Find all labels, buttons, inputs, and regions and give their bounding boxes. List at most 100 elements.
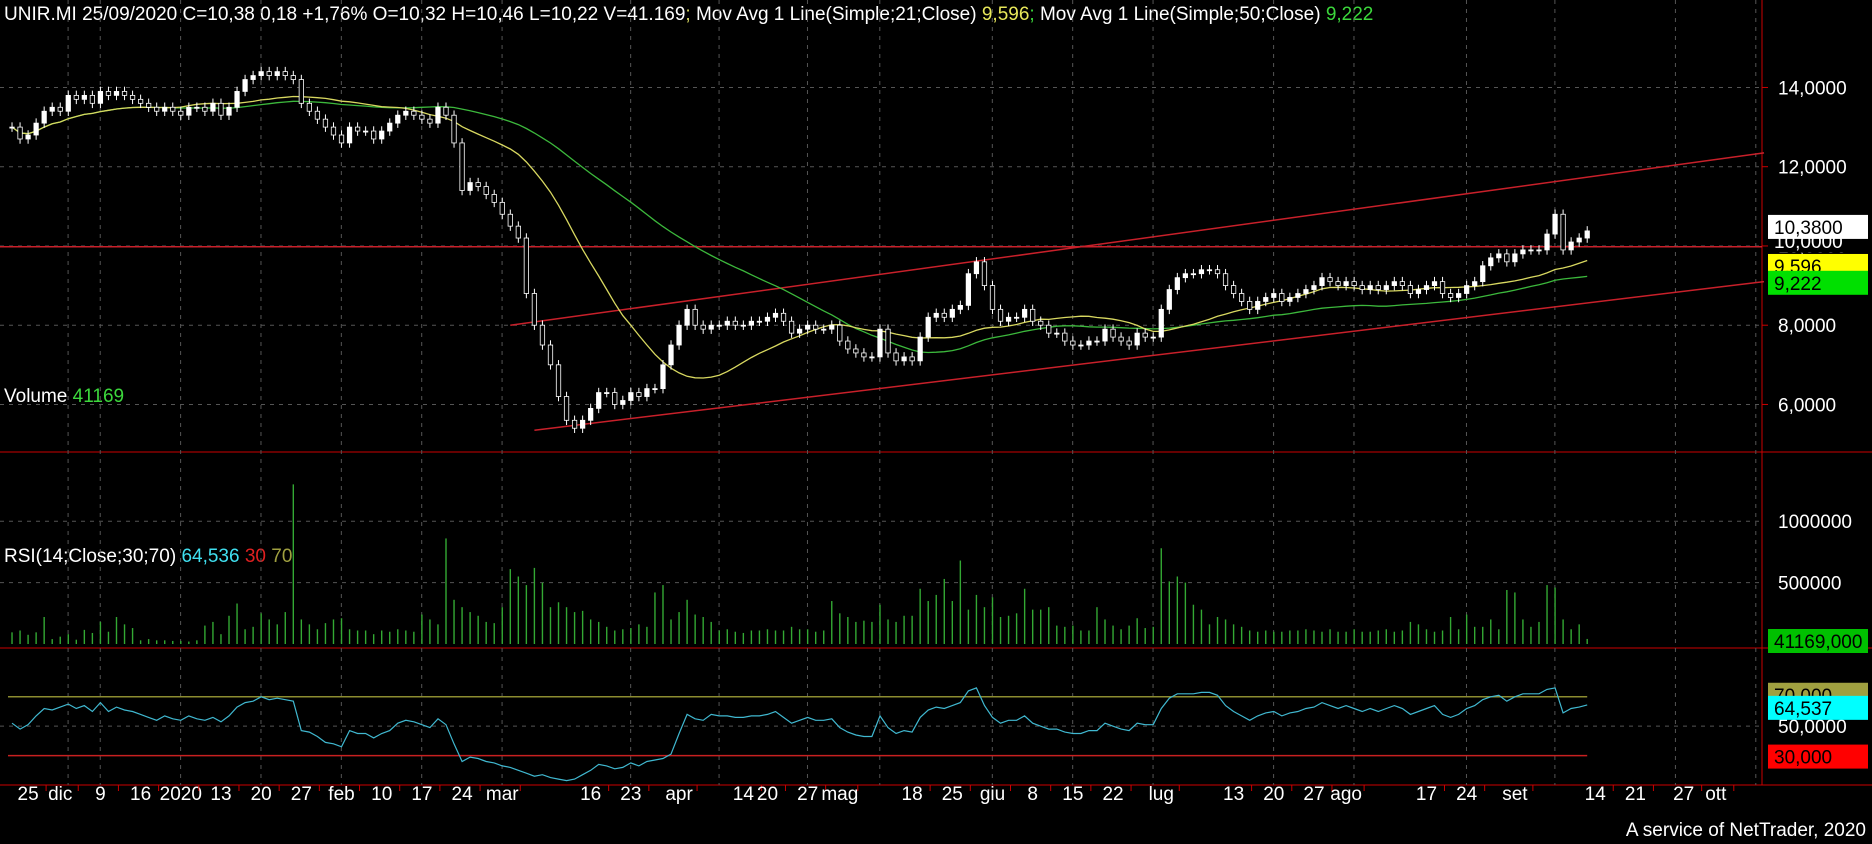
ma50-tag-text: 9,222 [1774, 274, 1822, 295]
candle [676, 320, 682, 350]
candle-body-down [547, 344, 554, 366]
candle-body-up [588, 408, 594, 421]
candle-body-down [1110, 328, 1116, 338]
candle-body-up [1287, 297, 1293, 302]
candle [65, 90, 71, 116]
time-tick-label: 24 [452, 784, 474, 805]
candle [580, 415, 586, 433]
candle [869, 352, 875, 362]
candle-body-up [234, 91, 240, 108]
candle [1407, 280, 1414, 299]
candle [917, 332, 923, 366]
candle [483, 181, 489, 200]
time-tick-label: 14 [1585, 784, 1607, 805]
candle-body-up [925, 316, 931, 338]
time-tick-label: dic [48, 784, 72, 805]
candle [1054, 328, 1060, 338]
candle [354, 122, 361, 136]
candle [837, 320, 843, 346]
candle-body-down [1118, 336, 1124, 342]
candle-body-down [1046, 324, 1052, 334]
price-tick-label: 14,0000 [1778, 78, 1847, 99]
candle-body-up [210, 102, 216, 112]
candle [965, 268, 971, 311]
price-tick-label: 8,0000 [1778, 316, 1836, 337]
rsi-value-tag: 64,537 [1768, 695, 1868, 720]
time-tick-label: 13 [210, 784, 231, 805]
candle-body-down [1335, 281, 1341, 286]
candle [1359, 280, 1365, 295]
candle-body-down [1030, 308, 1036, 322]
rsi-low-tag-text: 30,000 [1774, 748, 1832, 769]
candle-body-down [146, 102, 152, 108]
candle [805, 320, 811, 334]
candle [137, 94, 144, 109]
time-tick-label: 23 [620, 784, 641, 805]
candle-body-up [1464, 285, 1470, 294]
candle [202, 102, 208, 116]
candle [612, 387, 618, 410]
candle-body-down [507, 213, 513, 227]
ma50-label: Mov Avg 1 Line(Simple;50;Close) [1039, 4, 1321, 25]
candle [314, 106, 321, 124]
candle [1496, 249, 1502, 263]
candle [274, 66, 280, 81]
vertical-grid [67, 0, 1757, 785]
candle-body-up [1343, 281, 1349, 286]
candle [371, 126, 377, 144]
candle [957, 300, 963, 315]
candle [1311, 280, 1317, 295]
time-tick-label: 17 [1416, 784, 1437, 805]
candle-body-up [1174, 277, 1180, 290]
candle-body-up [467, 182, 473, 191]
candle-body-down [813, 324, 819, 330]
candle-body-up [1086, 340, 1092, 346]
candle-body-down [105, 91, 112, 96]
candle [1239, 288, 1245, 307]
candle [1013, 312, 1020, 323]
time-tick-label: 17 [411, 784, 432, 805]
candle [338, 130, 345, 148]
candle-body-down [419, 114, 425, 120]
candle-body-down [137, 98, 144, 104]
time-tick-label: 22 [1102, 784, 1123, 805]
candle [1431, 276, 1438, 291]
candle [1520, 245, 1526, 259]
candle-body-down [1062, 332, 1068, 342]
candle-body-down [338, 134, 345, 144]
candle [363, 126, 369, 136]
candle-body-down [700, 324, 706, 330]
candle [1391, 276, 1397, 291]
candle [1263, 292, 1269, 307]
candle-body-down [1070, 340, 1076, 346]
candle [1279, 288, 1285, 307]
time-tick-label: 25 [942, 784, 963, 805]
candle [218, 98, 224, 120]
candle [1335, 276, 1341, 291]
candle [539, 320, 546, 350]
candle-body-up [113, 91, 120, 96]
candle [853, 344, 859, 358]
candle [1472, 276, 1478, 291]
time-tick-label: ago [1330, 784, 1362, 805]
rsi-high-label: 70 [271, 546, 293, 567]
candle [25, 130, 31, 144]
candles [9, 66, 1590, 433]
footer-credit: A service of NetTrader, 2020 [1625, 820, 1866, 841]
candle [1070, 336, 1076, 350]
candle [684, 304, 690, 330]
candle [748, 316, 755, 330]
volume-last-tag: 41169,000 [1768, 629, 1868, 653]
candle-body-down [459, 142, 465, 191]
candle-body-down [314, 110, 321, 120]
candle-body-up [756, 320, 763, 323]
rsi-grid: 50,0000 [0, 717, 1847, 738]
candle [1383, 280, 1389, 295]
candle [459, 138, 465, 196]
candle-body-up [1190, 273, 1197, 276]
candle-body-up [97, 91, 104, 104]
candle-body-up [869, 356, 875, 359]
candle-body-down [853, 348, 859, 354]
candle-body-down [89, 94, 95, 104]
